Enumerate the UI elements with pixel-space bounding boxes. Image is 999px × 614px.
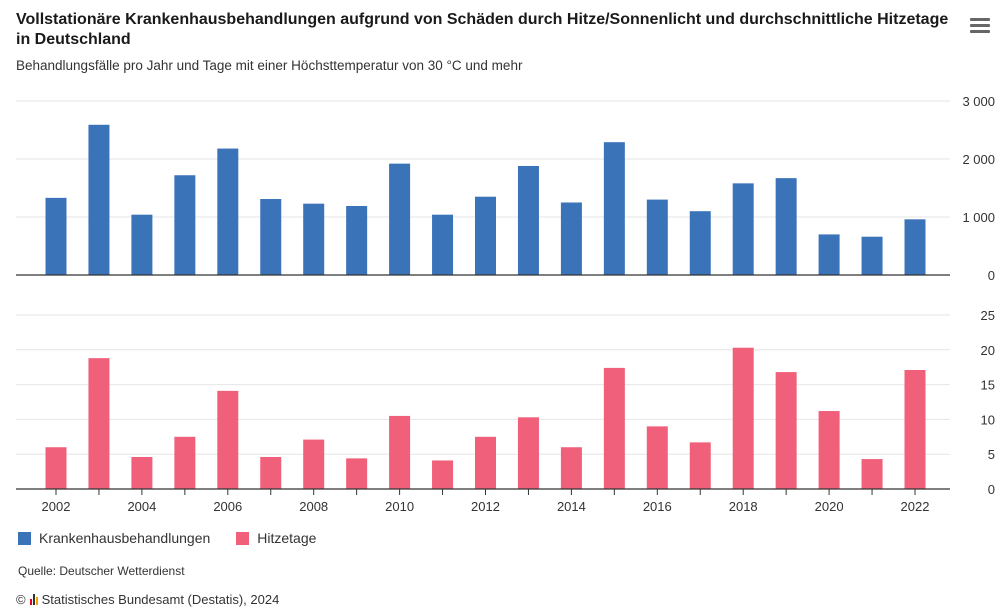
y-tick-label: 10 (981, 412, 995, 427)
bottom-bar (904, 369, 926, 489)
x-tick-label: 2002 (42, 499, 71, 514)
top-bar (346, 205, 368, 275)
bottom-bar (775, 372, 797, 489)
bottom-bar (45, 447, 67, 489)
x-tick-label: 2010 (385, 499, 414, 514)
x-tick-label: 2018 (729, 499, 758, 514)
bottom-bar (646, 426, 668, 489)
bottom-bar (432, 460, 454, 489)
x-tick-label: 2022 (901, 499, 930, 514)
bottom-bar (389, 415, 411, 489)
y-tick-label: 1 000 (962, 210, 995, 225)
legend-item-krankenhausbehandlungen[interactable]: Krankenhausbehandlungen (18, 530, 210, 546)
legend-label: Krankenhausbehandlungen (39, 530, 211, 546)
bottom-bar (475, 436, 496, 489)
source-note: Quelle: Deutscher Wetterdienst (18, 564, 185, 578)
top-bar (517, 165, 539, 275)
legend-swatch (236, 531, 250, 545)
y-tick-label: 15 (981, 378, 995, 393)
top-bar (646, 199, 668, 275)
top-bar (475, 196, 496, 275)
top-bar (432, 214, 454, 275)
y-tick-label: 0 (988, 268, 995, 283)
x-tick-label: 2004 (127, 499, 156, 514)
bottom-bar (603, 367, 625, 489)
top-bar (689, 211, 711, 275)
y-tick-label: 2 000 (962, 152, 995, 167)
legend-label: Hitzetage (257, 530, 317, 546)
top-bar (775, 178, 797, 275)
x-tick-label: 2012 (471, 499, 500, 514)
top-bar (818, 234, 840, 275)
y-tick-label: 0 (988, 482, 995, 497)
top-bar (389, 163, 411, 275)
legend-swatch (18, 531, 31, 545)
destatis-logo-icon (29, 594, 38, 605)
x-tick-label: 2020 (815, 499, 844, 514)
bottom-bar (346, 458, 368, 489)
y-tick-label: 5 (988, 447, 995, 462)
top-bar (45, 197, 67, 275)
menu-line (970, 30, 990, 33)
bottom-bar (818, 411, 840, 489)
top-bar (732, 183, 754, 275)
menu-line (970, 24, 990, 27)
hamburger-menu-icon[interactable] (970, 18, 990, 34)
bottom-bar (861, 459, 883, 489)
top-bar (861, 236, 883, 275)
top-bar (88, 124, 110, 275)
bottom-bar (260, 456, 282, 489)
bottom-bar (560, 447, 582, 489)
bottom-bar (303, 439, 325, 489)
credit-line: © Statistisches Bundesamt (Destatis), 20… (16, 592, 279, 607)
y-tick-label: 20 (981, 343, 995, 358)
menu-line (970, 18, 990, 21)
x-tick-label: 2014 (557, 499, 586, 514)
top-bar (603, 142, 625, 275)
bottom-bar (174, 436, 196, 489)
top-bar (131, 214, 153, 275)
x-tick-label: 2006 (213, 499, 242, 514)
copyright-symbol: © (16, 592, 26, 607)
x-tick-label: 2016 (643, 499, 672, 514)
chart-subtitle: Behandlungsfälle pro Jahr und Tage mit e… (16, 58, 523, 73)
top-bar (260, 199, 282, 275)
y-tick-label: 3 000 (962, 94, 995, 109)
chart-title: Vollstationäre Krankenhausbehandlungen a… (16, 11, 949, 48)
top-bar (560, 202, 582, 275)
legend-item-hitzetage[interactable]: Hitzetage (236, 530, 316, 546)
bottom-bar (517, 417, 539, 489)
top-bar (904, 219, 926, 275)
bottom-bar (732, 347, 754, 489)
bottom-bar (689, 442, 711, 489)
top-bar (174, 175, 196, 275)
legend: Krankenhausbehandlungen Hitzetage (18, 530, 316, 546)
top-bar (303, 203, 325, 275)
bottom-bar (88, 358, 110, 489)
credit-text: Statistisches Bundesamt (Destatis), 2024 (41, 592, 280, 607)
y-tick-label: 25 (981, 308, 995, 323)
bottom-bar (131, 456, 153, 489)
bottom-bar (217, 390, 239, 489)
x-tick-label: 2008 (299, 499, 328, 514)
top-bar (217, 148, 239, 275)
